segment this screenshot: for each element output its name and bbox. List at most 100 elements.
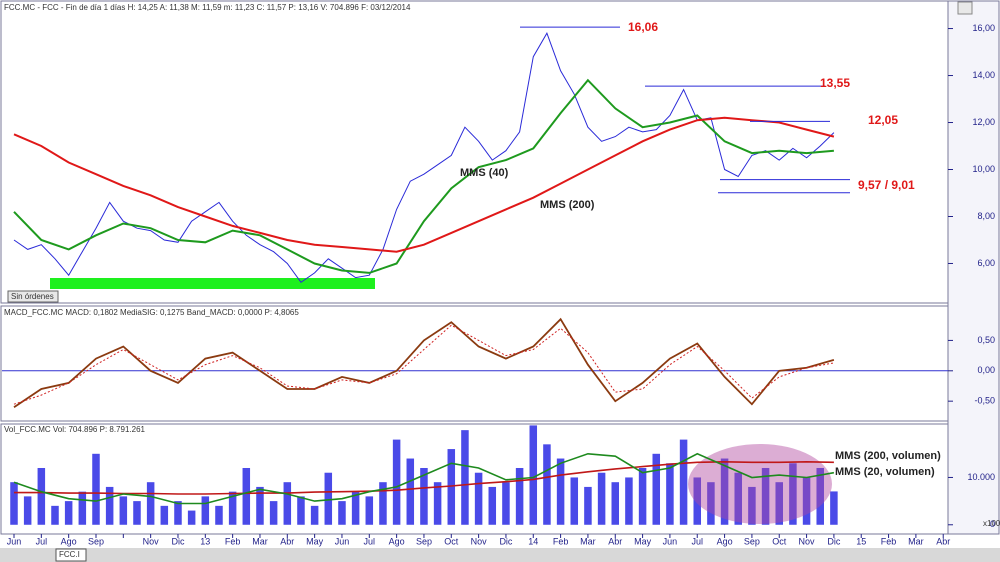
series-line [13,78,834,274]
volume-bar [365,496,374,525]
volume-bar [543,444,551,525]
series-label: MMS (40) [460,167,509,179]
volume-bar [802,477,811,525]
volume-bar [269,501,278,525]
highlight [688,444,832,524]
x-tick-label: Jun [7,536,22,546]
x-tick-label: Ago [61,536,77,546]
series-label: MMS (20, volumen) [835,466,935,478]
volume-bar [10,482,18,525]
volume-bar [447,449,456,525]
x-tick-label: Jul [36,536,48,546]
x-tick-label: Sep [416,536,432,546]
x-tick-label: Mar [252,536,268,546]
scale-note: x100 [983,519,1000,528]
x-tick-label: Oct [772,536,787,546]
volume-bar [351,491,360,525]
scrollbar[interactable] [0,548,1000,562]
series-line [13,452,835,505]
volume-bar [597,472,606,525]
x-tick-label: Sep [88,536,104,546]
zone-box [7,290,59,303]
volume-bar [146,482,155,525]
volume-bar [693,477,702,525]
symbol-tab[interactable] [55,548,87,562]
level-label: 12,05 [868,113,898,127]
series-line [14,460,834,495]
volume-bar [23,496,32,525]
scroll-up[interactable] [957,1,973,15]
macd-header: MACD_FCC.MC MACD: 0,1802 MediaSIG: 0,127… [4,308,299,317]
volume-header: Vol_FCC.MC Vol: 704.896 P: 8.791.261 [4,425,146,434]
level-label: 9,57 / 9,01 [858,178,915,192]
x-tick-label: 15 [856,536,866,546]
volume-bar [611,482,620,525]
x-tick-label: Nov [799,536,816,546]
y-tick-label: 0,50 [977,335,995,345]
series-label: MMS (200) [540,199,595,211]
y-tick-label: 0 [990,519,995,529]
volume-bar [433,482,442,525]
x-tick-label: Sep [744,536,760,546]
x-tick-label: Mar [580,536,596,546]
volume-bar [215,505,223,525]
x-tick-label: Jun [663,536,678,546]
volume-bar [78,491,87,525]
level-label: 16,06 [628,20,658,34]
volume-bar [133,501,141,525]
x-tick-label: Abr [608,536,622,546]
symbol-tab-label[interactable]: FCC.I [59,550,80,559]
volume-bar [652,453,661,525]
support-zone [50,278,375,289]
volume-bar [761,467,770,525]
y-tick-label: 0,00 [977,365,995,375]
y-tick-label: 12,00 [972,117,995,127]
x-tick-label: Mar [908,536,924,546]
volume-bar [242,467,251,525]
volume-bar [420,467,428,525]
x-tick-label: Abr [936,536,950,546]
series-line [13,116,835,253]
volume-bar [174,501,182,525]
x-tick-label: Ago [717,536,733,546]
x-tick-label: Feb [225,536,241,546]
volume-bar [256,486,264,525]
volume-bar [789,463,797,525]
volume-bar [502,482,510,525]
x-tick-label: Feb [553,536,569,546]
level-label: 13,55 [820,76,850,90]
volume-bar [666,463,674,525]
volume-bar [720,458,729,525]
x-tick-label: Ago [389,536,405,546]
volume-bar [187,510,196,525]
volume-bar [105,486,114,525]
x-tick-label: Feb [881,536,897,546]
y-tick-label: -0,50 [974,396,995,406]
volume-bar [283,482,292,525]
volume-bar [515,467,524,525]
y-tick-label: 14,00 [972,70,995,80]
volume-bar [775,482,783,525]
volume-bar [488,486,497,525]
x-tick-label: May [634,536,652,546]
volume-bar [707,482,715,525]
series-label: MMS (200, volumen) [835,450,941,462]
volume-bar [51,505,59,525]
x-tick-label: 14 [528,536,538,546]
y-tick-label: 8,00 [977,211,995,221]
volume-bar [748,486,756,525]
volume-bar [228,491,237,525]
volume-bar [638,467,647,525]
volume-bar [474,472,483,525]
volume-bar [201,496,210,525]
volume-bar [119,496,128,525]
price-header: FCC.MC - FCC - Fin de día 1 días H: 14,2… [4,3,411,12]
x-tick-label: Dic [827,536,840,546]
volume-bar [37,467,46,525]
volume-bar [160,505,169,525]
x-tick-label: Nov [143,536,160,546]
y-tick-label: 16,00 [972,23,995,33]
volume-bar [625,477,633,525]
